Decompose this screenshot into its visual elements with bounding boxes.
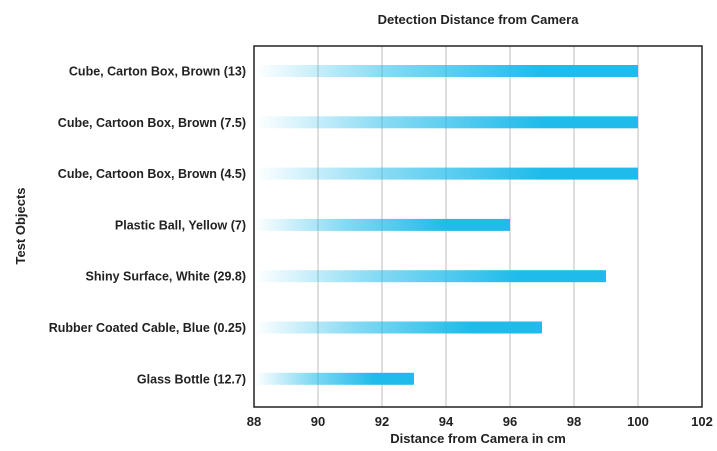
x-tick-label: 88 xyxy=(247,414,261,429)
category-label: Cube, Cartoon Box, Brown (4.5) xyxy=(58,167,246,181)
category-label: Glass Bottle (12.7) xyxy=(137,372,246,386)
bar xyxy=(255,321,542,334)
chart-title: Detection Distance from Camera xyxy=(378,12,580,27)
x-tick-label: 100 xyxy=(627,414,649,429)
x-tick-label: 94 xyxy=(439,414,454,429)
bars xyxy=(255,65,638,385)
x-tick-label: 92 xyxy=(375,414,389,429)
bar xyxy=(255,65,638,77)
category-label: Cube, Carton Box, Brown (13) xyxy=(69,65,246,79)
x-axis-title: Distance from Camera in cm xyxy=(390,431,566,446)
x-tick-labels: 88 90 92 94 96 98 100 102 xyxy=(247,414,713,429)
y-axis-title: Test Objects xyxy=(13,187,28,264)
category-label: Plastic Ball, Yellow (7) xyxy=(115,218,246,232)
bar xyxy=(255,270,606,283)
category-label: Shiny Surface, White (29.8) xyxy=(86,270,246,284)
bar xyxy=(255,372,414,385)
bar xyxy=(255,218,510,231)
x-tick-label: 98 xyxy=(567,414,581,429)
bar xyxy=(255,167,638,180)
x-tick-label: 102 xyxy=(691,414,713,429)
x-tick-label: 96 xyxy=(503,414,517,429)
category-label: Cube, Cartoon Box, Brown (7.5) xyxy=(58,116,246,130)
category-labels: Cube, Carton Box, Brown (13) Cube, Cartoo… xyxy=(49,65,246,387)
category-label: Rubber Coated Cable, Blue (0.25) xyxy=(49,321,246,335)
x-tick-label: 90 xyxy=(311,414,325,429)
plot-frame xyxy=(253,45,703,408)
bar xyxy=(255,116,638,129)
